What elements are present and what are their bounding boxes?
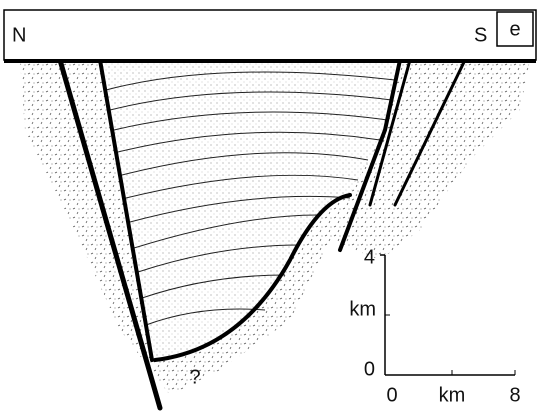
fault bbox=[393, 58, 467, 207]
scale-unit: km bbox=[439, 384, 466, 406]
scale-unit: km bbox=[349, 298, 376, 320]
annotation: ? bbox=[189, 366, 200, 388]
label-north: N bbox=[12, 24, 26, 46]
scale-label: 8 bbox=[509, 384, 520, 406]
layers bbox=[105, 71, 396, 326]
scale-label: 0 bbox=[386, 384, 397, 406]
scale-label: 4 bbox=[364, 246, 375, 268]
panel-label: e bbox=[509, 18, 520, 40]
basin-floor bbox=[153, 193, 352, 362]
fault bbox=[98, 58, 154, 362]
header-band bbox=[3, 9, 537, 61]
basin-fill bbox=[100, 60, 400, 360]
fault bbox=[368, 58, 412, 207]
scale-bar bbox=[380, 254, 516, 376]
scale-label: 0 bbox=[364, 358, 375, 380]
fault bbox=[338, 58, 402, 252]
label-south: S bbox=[474, 24, 487, 46]
fault bbox=[57, 57, 163, 411]
panel-box bbox=[496, 11, 534, 47]
